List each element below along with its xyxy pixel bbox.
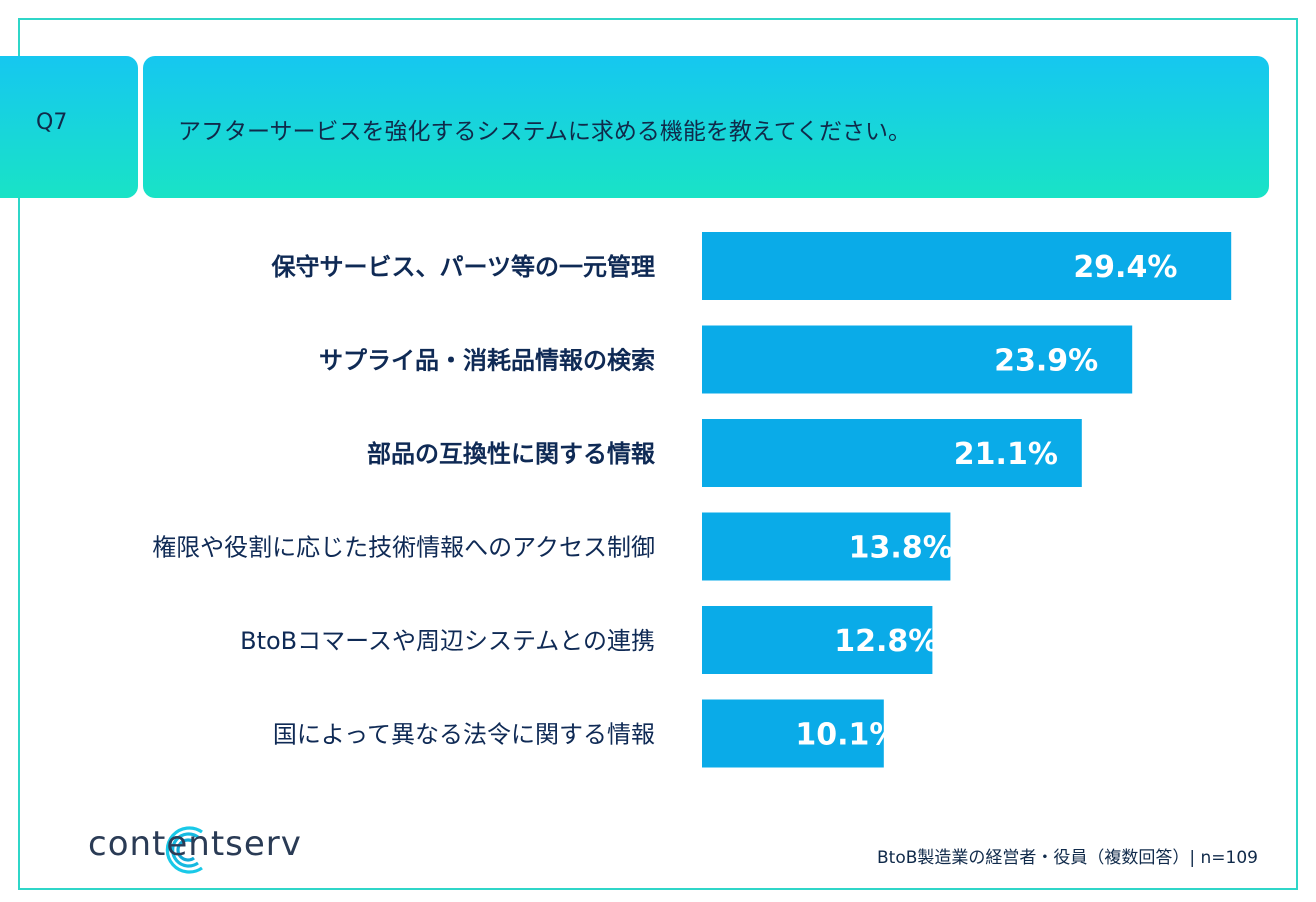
category-label-4: 権限や役割に応じた技術情報へのアクセス制御 (152, 534, 655, 562)
bar-4 (702, 512, 951, 581)
question-number-box (0, 56, 138, 198)
contentserv-logo-icon (165, 826, 203, 874)
value-label-3: 21.1% (954, 437, 1058, 472)
value-label-1: 29.4% (1073, 250, 1177, 285)
brand-name: contentserv (88, 824, 302, 864)
bar-5 (702, 606, 933, 674)
value-label-2: 23.9% (994, 344, 1098, 379)
chart-frame (18, 18, 1298, 890)
value-label-4: 13.8% (849, 531, 953, 566)
category-label-5: BtoBコマースや周辺システムとの連携 (240, 627, 655, 655)
question-number: Q7 (36, 110, 68, 135)
value-label-6: 10.1% (795, 718, 899, 753)
category-label-1: 保守サービス、パーツ等の一元管理 (270, 253, 655, 281)
bar-3 (702, 419, 1082, 487)
question-title-box (143, 56, 1269, 198)
category-label-2: サプライ品・消耗品情報の検索 (319, 347, 655, 375)
footnote: BtoB製造業の経営者・役員（複数回答）| n=109 (877, 848, 1258, 868)
bar-6 (702, 699, 884, 768)
question-title: アフターサービスを強化するシステムに求める機能を教えてください。 (178, 119, 912, 145)
value-label-5: 12.8% (834, 624, 938, 659)
bar-1 (702, 232, 1232, 300)
category-label-6: 国によって異なる法令に関する情報 (273, 721, 655, 749)
category-label-3: 部品の互換性に関する情報 (367, 440, 656, 468)
bar-chart: 保守サービス、パーツ等の一元管理 29.4% サプライ品・消耗品情報の検索 23.9%… (152, 232, 1232, 768)
bar-2 (702, 325, 1133, 394)
